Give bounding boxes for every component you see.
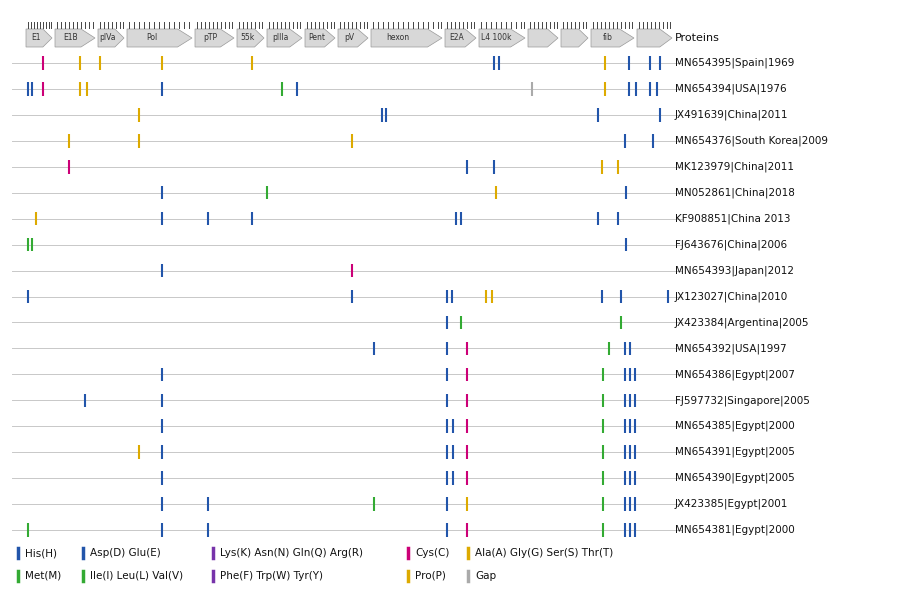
Text: pIVa: pIVa (100, 33, 116, 42)
Text: MN654386|Egypt|2007: MN654386|Egypt|2007 (675, 369, 795, 379)
Text: MN654385|Egypt|2000: MN654385|Egypt|2000 (675, 421, 795, 431)
Text: MN654381|Egypt|2000: MN654381|Egypt|2000 (675, 525, 795, 535)
Text: MN654391|Egypt|2005: MN654391|Egypt|2005 (675, 447, 795, 458)
Text: Met(M): Met(M) (25, 571, 61, 581)
Text: pIIIa: pIIIa (272, 33, 289, 42)
Text: MN654395|Spain|1969: MN654395|Spain|1969 (675, 58, 795, 68)
Text: KF908851|China 2013: KF908851|China 2013 (675, 213, 790, 224)
Text: Pent: Pent (308, 33, 325, 42)
Polygon shape (445, 29, 476, 47)
Polygon shape (195, 29, 234, 47)
Text: His(H): His(H) (25, 548, 57, 558)
Polygon shape (338, 29, 368, 47)
Polygon shape (528, 29, 558, 47)
Text: L4 100k: L4 100k (482, 33, 512, 42)
Text: Cys(C): Cys(C) (415, 548, 449, 558)
Text: MN654393|Japan|2012: MN654393|Japan|2012 (675, 265, 794, 276)
Text: MN654390|Egypt|2005: MN654390|Egypt|2005 (675, 473, 795, 484)
Polygon shape (237, 29, 264, 47)
Text: hexon: hexon (386, 33, 410, 42)
Polygon shape (591, 29, 634, 47)
Text: MN654392|USA|1997: MN654392|USA|1997 (675, 343, 787, 354)
Text: Asp(D) Glu(E): Asp(D) Glu(E) (90, 548, 161, 558)
Text: 55k: 55k (240, 33, 255, 42)
Text: FJ597732|Singapore|2005: FJ597732|Singapore|2005 (675, 395, 810, 405)
Text: MN654376|South Korea|2009: MN654376|South Korea|2009 (675, 136, 828, 146)
Polygon shape (371, 29, 442, 47)
Polygon shape (127, 29, 192, 47)
Text: E2A: E2A (449, 33, 464, 42)
Text: MN052861|China|2018: MN052861|China|2018 (675, 187, 795, 198)
Text: Phe(F) Trp(W) Tyr(Y): Phe(F) Trp(W) Tyr(Y) (220, 571, 323, 581)
Text: Ala(A) Gly(G) Ser(S) Thr(T): Ala(A) Gly(G) Ser(S) Thr(T) (475, 548, 613, 558)
Text: pV: pV (345, 33, 355, 42)
Text: Proteins: Proteins (675, 33, 720, 43)
Text: E1: E1 (32, 33, 40, 42)
Polygon shape (26, 29, 52, 47)
Text: JX123027|China|2010: JX123027|China|2010 (675, 291, 788, 302)
Polygon shape (305, 29, 335, 47)
Text: MK123979|China|2011: MK123979|China|2011 (675, 162, 794, 172)
Polygon shape (55, 29, 95, 47)
Text: JX491639|China|2011: JX491639|China|2011 (675, 110, 788, 120)
Text: pTP: pTP (202, 33, 217, 42)
Polygon shape (561, 29, 588, 47)
Text: Pro(P): Pro(P) (415, 571, 446, 581)
Text: E1B: E1B (63, 33, 77, 42)
Polygon shape (637, 29, 672, 47)
Text: FJ643676|China|2006: FJ643676|China|2006 (675, 239, 788, 250)
Text: Pol: Pol (146, 33, 158, 42)
Text: JX423385|Egypt|2001: JX423385|Egypt|2001 (675, 499, 788, 509)
Text: Gap: Gap (475, 571, 496, 581)
Text: Lys(K) Asn(N) Gln(Q) Arg(R): Lys(K) Asn(N) Gln(Q) Arg(R) (220, 548, 363, 558)
Polygon shape (267, 29, 302, 47)
Text: JX423384|Argentina|2005: JX423384|Argentina|2005 (675, 317, 809, 328)
Polygon shape (98, 29, 124, 47)
Text: MN654394|USA|1976: MN654394|USA|1976 (675, 84, 787, 94)
Text: Ile(I) Leu(L) Val(V): Ile(I) Leu(L) Val(V) (90, 571, 183, 581)
Text: fib: fib (602, 33, 612, 42)
Polygon shape (479, 29, 525, 47)
